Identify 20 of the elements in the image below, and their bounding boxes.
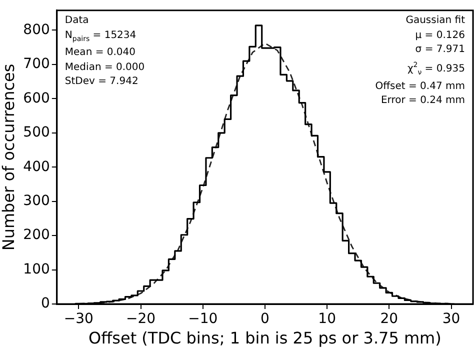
- y-tick-label: 700: [23, 56, 50, 72]
- y-tick-label: 0: [41, 296, 50, 312]
- text: Gaussian fit μ = 0.126 σ = 7.971 χ$^{2}$$_{ν}$ = 0.935 Offset = 0.47 mm Error = 0.24 mm: [375, 15, 465, 106]
- y-tick-label: 100: [23, 261, 50, 278]
- y-tick-label: 200: [23, 227, 50, 244]
- y-tick-label: 800: [23, 22, 50, 38]
- annotation: Data N$_{pairs}$ = 15234 Mean = 0.040 Median = 0.000 StDev = 7.942: [64, 14, 145, 90]
- y-tick-label: 300: [23, 192, 50, 209]
- x-tick-label: −30: [64, 311, 94, 328]
- x-tick-label: 20: [380, 311, 398, 328]
- x-tick-label: −20: [126, 311, 156, 328]
- y-tick-label: 600: [23, 90, 50, 106]
- y-tick-label: 400: [23, 158, 50, 175]
- x-tick-label: 30: [442, 311, 460, 328]
- y-axis-title: Number of occurrences: [0, 64, 18, 251]
- x-tick-label: 0: [260, 311, 270, 328]
- x-axis-title: Offset (TDC bins; 1 bin is 25 ps or 3.75 mm): [88, 328, 442, 348]
- x-tick-label: −10: [188, 311, 218, 328]
- x-tick-label: 10: [318, 311, 336, 328]
- y-tick-label: 500: [23, 124, 50, 141]
